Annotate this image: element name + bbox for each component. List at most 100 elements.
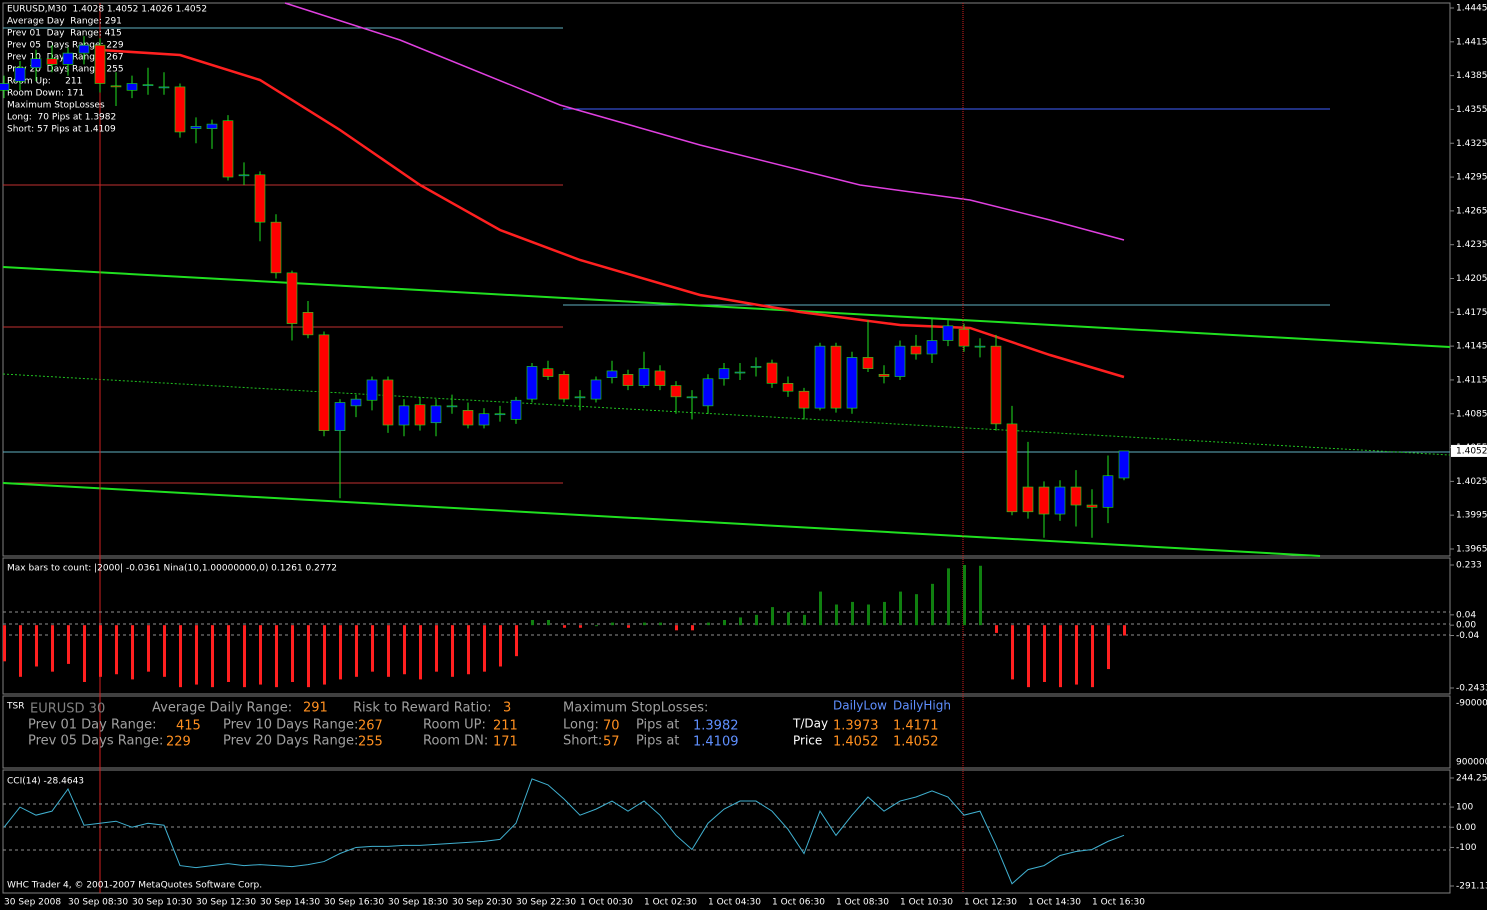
candle-body [446, 405, 458, 408]
tsr-text: Prev 20 Days Range: [223, 734, 358, 749]
moving-average [99, 48, 1125, 379]
histogram-bar [931, 583, 934, 626]
y-tick-label: 0.00 [1456, 621, 1476, 631]
histogram-bar [1091, 625, 1094, 688]
x-tick-label: 30 Sep 12:30 [196, 898, 256, 908]
histogram-bar [227, 625, 230, 682]
tsr-text: 57 [603, 735, 620, 750]
candle-body [990, 345, 1002, 425]
tsr-text: 1.4109 [693, 735, 739, 750]
tsr-text: 229 [166, 735, 191, 750]
candle-body [542, 368, 554, 377]
cci-title: CCI(14) -28.4643 [7, 777, 84, 787]
histogram-bar [1059, 625, 1062, 688]
candle-body [526, 366, 538, 400]
x-tick-label: 30 Sep 2008 [4, 898, 61, 908]
candle-body [814, 345, 826, 409]
tsr-text: Short: [563, 734, 602, 749]
tsr-text: T/Day [792, 717, 828, 731]
tsr-text: DailyHigh [893, 699, 951, 713]
candle-body [894, 345, 906, 377]
tsr-text: Prev 05 Days Range: [28, 734, 163, 749]
histogram-bar [323, 625, 326, 685]
x-tick-label: 1 Oct 06:30 [772, 898, 825, 908]
y-tick-label: -0.04 [1456, 631, 1480, 641]
y-tick-label: 1.4385 [1456, 71, 1487, 81]
candle-body [558, 374, 570, 400]
y-tick-label: 0.233 [1456, 561, 1482, 571]
candle-body [0, 83, 10, 91]
tsr-text: 291 [303, 701, 328, 716]
info-line: Prev 20 Days Range: 255 [7, 65, 124, 75]
y-tick-label: 1.4235 [1456, 240, 1487, 250]
histogram-bar [371, 625, 374, 672]
price-tag-label: 1.4052 [1456, 446, 1487, 456]
tsr-text: Long: [563, 718, 599, 733]
candle-body [350, 398, 362, 407]
y-tick-label: 1.4355 [1456, 105, 1487, 115]
candle-body [126, 83, 138, 91]
y-tick-label: 1.4205 [1456, 274, 1487, 284]
histogram-bar [787, 612, 790, 626]
y-tick-label: 1.4445 [1456, 4, 1487, 14]
histogram-bar [915, 594, 918, 626]
candle-body [462, 410, 474, 426]
tsr-text: 267 [358, 719, 383, 734]
histogram-bar [243, 625, 246, 688]
candle-body [766, 362, 778, 384]
x-tick-label: 30 Sep 18:30 [388, 898, 448, 908]
candle-body [718, 368, 730, 380]
x-tick-label: 1 Oct 04:30 [708, 898, 761, 908]
candle-body [222, 120, 234, 178]
y-tick-label: 1.4325 [1456, 139, 1487, 149]
tsr-text: EURUSD 30 [30, 702, 105, 717]
moving-average [284, 2, 1125, 241]
candle-body [750, 366, 762, 368]
info-line: Short: 57 Pips at 1.4109 [7, 125, 116, 135]
x-tick-label: 1 Oct 02:30 [644, 898, 697, 908]
histogram-bar [467, 625, 470, 675]
candle-body [158, 86, 170, 89]
candle-body [62, 52, 74, 65]
x-tick-label: 30 Sep 10:30 [132, 898, 192, 908]
candle-body [606, 370, 618, 378]
candle-body [366, 379, 378, 401]
candle-body [942, 325, 954, 341]
candle-body [494, 413, 506, 416]
info-line: EURUSD,M30 1.4028 1.4052 1.4026 1.4052 [7, 5, 207, 15]
candle-body [30, 58, 42, 69]
y-tick-label: 0.00 [1456, 823, 1476, 833]
candle-body [926, 340, 938, 355]
y-tick-label: 1.4115 [1456, 375, 1487, 385]
histogram-bar [3, 625, 6, 662]
candle-body [414, 404, 426, 426]
histogram-bar [531, 620, 534, 626]
candle-body [46, 58, 58, 65]
y-tick-label: 1.4085 [1456, 409, 1487, 419]
overlays [2, 2, 1451, 893]
tsr-text: Pips at [636, 718, 679, 733]
histogram-bar [659, 622, 662, 626]
tsr-text: 171 [493, 735, 518, 750]
x-tick-label: 30 Sep 20:30 [452, 898, 512, 908]
candle-body [286, 272, 298, 324]
tsr-text: TSR [6, 702, 24, 712]
histogram-bar [883, 601, 886, 626]
histogram-bar [899, 591, 902, 626]
histogram-bar [51, 625, 54, 672]
candle-body [270, 221, 282, 274]
histogram-bar [579, 625, 582, 628]
tsr-text: 70 [603, 719, 620, 734]
tsr-axis-label: 9000000 [1456, 758, 1487, 768]
histogram-bar [675, 625, 678, 631]
candle-body [974, 345, 986, 348]
histogram-bar [563, 625, 566, 628]
candle-body [798, 390, 810, 409]
histogram-bar [307, 625, 310, 688]
histogram-bar [483, 625, 486, 672]
histogram-bar [147, 625, 150, 672]
tsr-text: Pips at [636, 734, 679, 749]
histogram-bar [339, 625, 342, 680]
histogram-bar [947, 568, 950, 626]
histogram-bar [755, 614, 758, 626]
